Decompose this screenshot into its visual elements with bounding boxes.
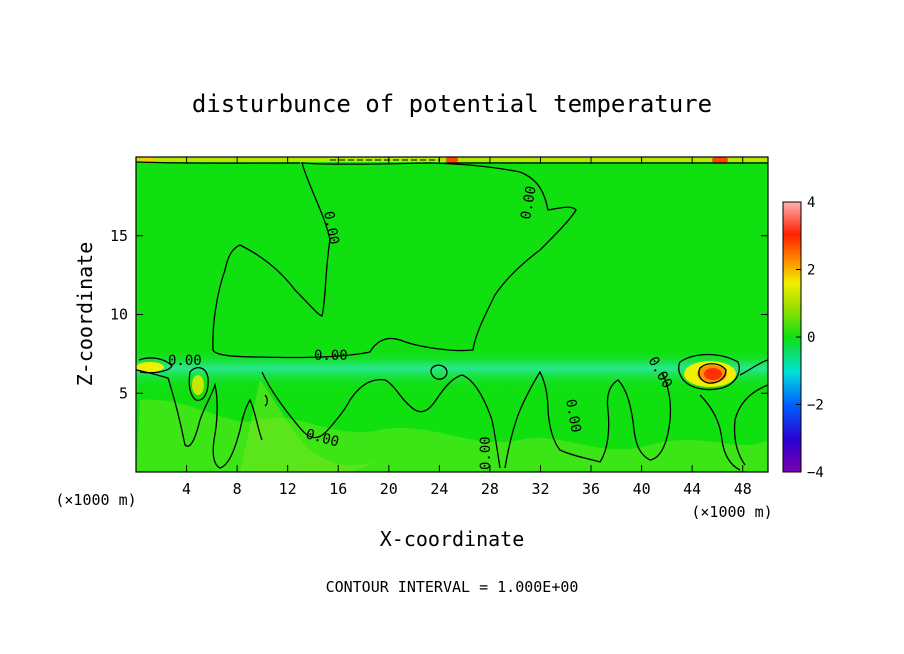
y-tick-label: 5	[119, 384, 128, 402]
contour-right-anomaly-inner	[698, 363, 727, 384]
contour-right-lower	[504, 370, 672, 469]
contour-label: 0.00	[320, 210, 342, 246]
x-tick-label: 20	[380, 480, 398, 498]
warm-anomaly-left	[136, 362, 164, 372]
colorbar-tick-label: 0	[807, 330, 815, 346]
contour-lower-mid	[261, 371, 501, 469]
x-tick-label: 32	[531, 480, 549, 498]
contour-label: 0.00	[168, 353, 202, 369]
contour-lower-zero	[136, 369, 263, 469]
top-spot-2	[712, 157, 728, 164]
x-tick-label: 16	[329, 480, 347, 498]
contour-interval-note: CONTOUR INTERVAL = 1.000E+00	[326, 578, 579, 596]
y-tick-label: 15	[110, 227, 128, 245]
colorbar-tick-label: −2	[807, 398, 824, 414]
contour-label: 0.00	[518, 185, 540, 221]
x-tick-label: 48	[734, 480, 752, 498]
contour-right-edge	[699, 359, 768, 471]
contour-label: 0.00	[562, 398, 584, 434]
y-axis-label: Z-coordinate	[73, 242, 97, 387]
contour-left-anomaly	[138, 357, 173, 374]
colorbar-tick-label: −4	[807, 465, 824, 481]
x-unit-right: (×1000 m)	[691, 503, 772, 521]
contour-right-anomaly	[678, 353, 740, 391]
contour-lines	[136, 161, 768, 471]
contour-top-band	[136, 161, 768, 165]
colorbar-tick-label: 2	[807, 263, 815, 279]
colorbar-ticks: 4 2 0 −2 −4	[796, 195, 824, 481]
chart-title: disturbunce of potential temperature	[192, 90, 712, 118]
colorbar-tick-label: 4	[807, 195, 815, 211]
y-axis: 5 10 15	[110, 227, 768, 402]
x-tick-label: 4	[182, 480, 191, 498]
warm-anomaly-right-core	[704, 368, 722, 380]
x-unit-left: (×1000 m)	[55, 491, 136, 509]
x-tick-label: 24	[430, 480, 448, 498]
x-tick-label: 44	[683, 480, 701, 498]
contour-label: 0.00	[314, 348, 348, 364]
top-spot-3	[140, 157, 156, 162]
x-tick-label: 28	[481, 480, 499, 498]
x-tick-label: 12	[279, 480, 297, 498]
x-axis-label: X-coordinate	[380, 527, 525, 551]
plot-field	[136, 157, 768, 472]
top-spot-1	[446, 157, 458, 164]
contour-small-1	[430, 364, 448, 380]
warm-anomaly-left-2	[192, 375, 204, 395]
x-tick-label: 8	[233, 480, 242, 498]
contour-upper-zero	[212, 162, 577, 359]
y-tick-label: 10	[110, 306, 128, 324]
x-tick-label: 40	[633, 480, 651, 498]
x-axis: 4 8 12 16 20 24 28 32 36 40 44 48	[182, 157, 752, 498]
lower-patch-2	[240, 380, 380, 472]
contour-small-2	[264, 394, 268, 407]
contour-label: 0.00	[478, 436, 494, 470]
contour-left-ring	[188, 367, 209, 401]
x-tick-label: 36	[582, 480, 600, 498]
